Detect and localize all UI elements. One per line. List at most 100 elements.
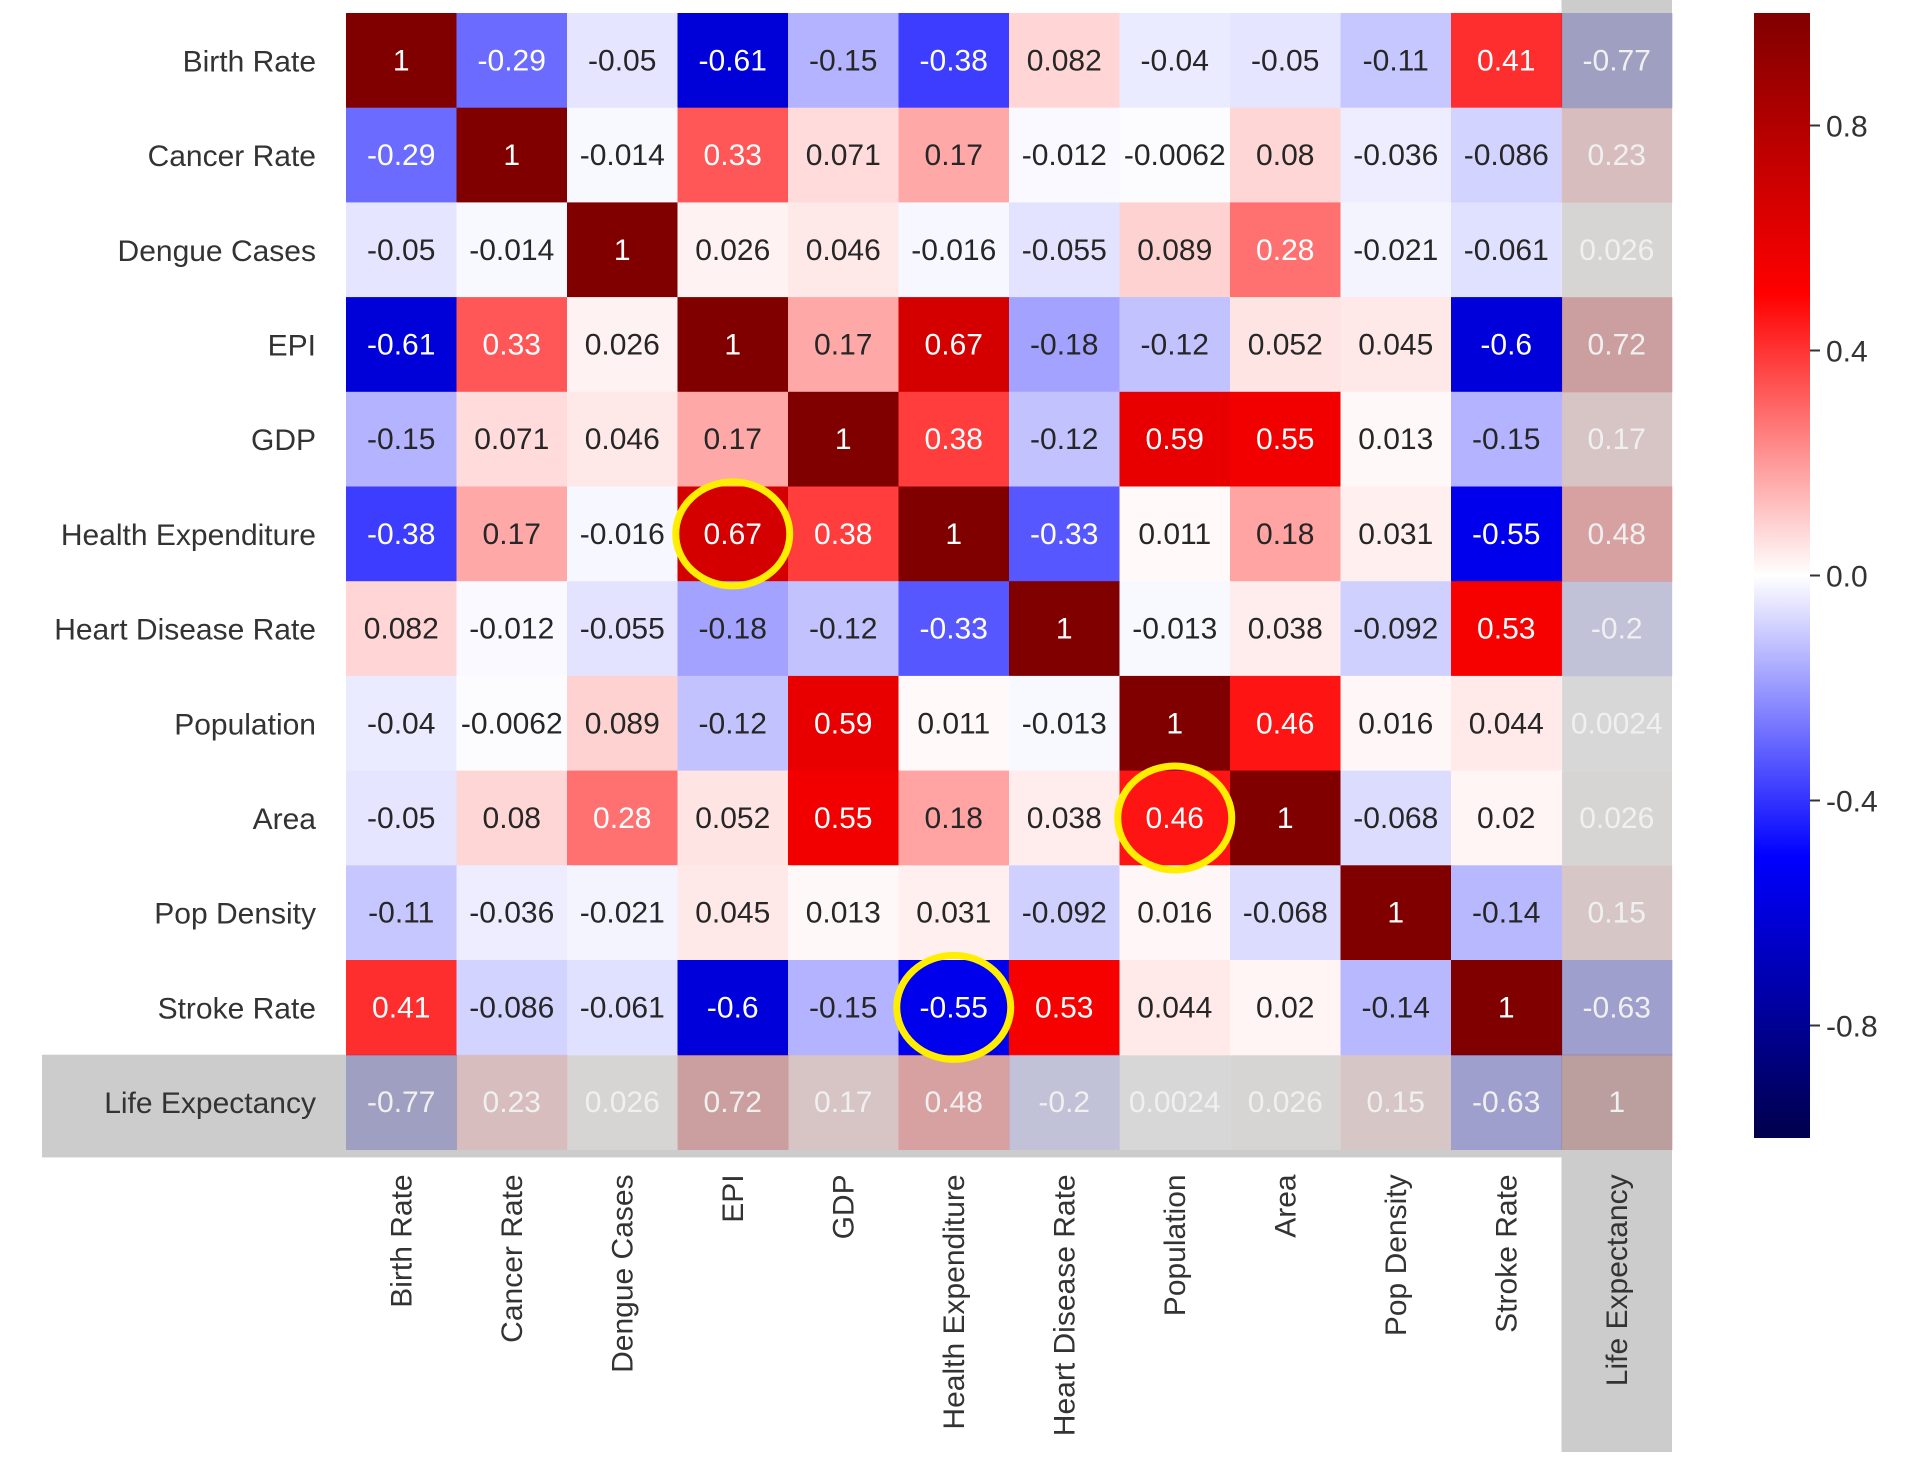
cell-value-label: 0.071	[806, 139, 881, 172]
heatmap-cell	[788, 581, 900, 677]
heatmap-cell	[1009, 865, 1121, 961]
heatmap-cell	[346, 1054, 458, 1150]
heatmap-cell	[1119, 1054, 1231, 1150]
heatmap-cell	[677, 960, 789, 1056]
cell-value-label: 0.011	[917, 707, 990, 740]
row-label-pop-density: Pop Density	[154, 898, 316, 931]
heatmap-cell	[456, 202, 568, 298]
column-label-birth-rate: Birth Rate	[385, 1174, 418, 1307]
heatmap-cell	[788, 865, 900, 961]
cell-value-label: -0.036	[1353, 139, 1438, 172]
heatmap-cell	[567, 13, 679, 109]
cell-value-label: 0.031	[1358, 518, 1433, 551]
heatmap-cell	[1009, 1054, 1121, 1150]
cell-value-label: 1	[1608, 1086, 1625, 1119]
heatmap-cell	[1561, 770, 1673, 866]
cell-value-label: 0.72	[704, 1086, 762, 1119]
heatmap-cell	[567, 675, 679, 772]
cell-value-label: 0.026	[1579, 234, 1654, 267]
highlight-circle	[672, 478, 794, 590]
heatmap-cell	[456, 960, 568, 1056]
heatmap-cell	[1119, 13, 1231, 109]
heatmap-cell	[1561, 675, 1673, 772]
cell-value-label: -0.061	[1464, 234, 1549, 267]
cell-value-label: 0.052	[695, 802, 770, 835]
heatmap-cell	[567, 581, 679, 677]
heatmap-cell	[1230, 107, 1342, 203]
cell-value-label: 0.026	[585, 1086, 660, 1119]
heatmap-cell	[1009, 486, 1121, 582]
cell-value-label: -0.18	[1030, 328, 1098, 361]
colorbar: 0.8 0.4 0.0 -0.4 -0.8	[1754, 13, 1878, 1138]
heatmap-cell	[567, 1054, 679, 1150]
heatmap-cell	[1119, 486, 1231, 582]
heatmap-cell	[677, 391, 789, 488]
cell-value-label: -0.38	[367, 518, 435, 551]
heatmap-cell	[677, 1054, 789, 1150]
cell-value-label: 0.038	[1027, 802, 1102, 835]
column-label-dengue-cases: Dengue Cases	[606, 1174, 639, 1372]
heatmap-cell	[1119, 865, 1231, 961]
cell-value-label: 1	[614, 234, 631, 267]
heatmap-cell	[1561, 107, 1673, 203]
cell-value-label: -0.086	[1464, 139, 1549, 172]
cell-value-label: -0.016	[580, 518, 665, 551]
cell-value-label: -0.0062	[1124, 139, 1226, 172]
heatmap-cell	[1340, 486, 1452, 582]
cell-value-label: -0.021	[1353, 234, 1438, 267]
heatmap-cell	[1561, 297, 1673, 393]
heatmap-cell	[1451, 391, 1563, 488]
cell-value-label: -0.068	[1243, 897, 1328, 930]
heatmap-cell	[456, 675, 568, 772]
cell-value-labels: 1 -0.29 -0.05 -0.61 -0.15 -0.38 0.082 -0.04 -0.0…	[364, 44, 1663, 1119]
heatmap-cell	[346, 960, 458, 1056]
heatmap-cell	[1009, 297, 1121, 393]
heatmap-cell	[898, 297, 1010, 393]
cell-value-label: -0.055	[580, 613, 665, 646]
heatmap-cell	[898, 391, 1010, 488]
cell-value-label: 1	[503, 139, 520, 172]
cell-value-label: -0.12	[1141, 328, 1209, 361]
heatmap-cell	[1230, 960, 1342, 1056]
cell-value-label: 0.17	[925, 139, 983, 172]
cell-value-label: -0.05	[367, 234, 435, 267]
heatmap-cell	[1119, 202, 1231, 298]
heatmap-cell	[1451, 581, 1563, 677]
heatmap-cell	[567, 391, 679, 488]
heatmap-cell	[1230, 202, 1342, 298]
cell-value-label: 0.48	[925, 1086, 983, 1119]
cell-value-label: -0.33	[1030, 518, 1098, 551]
cell-value-label: 0.044	[1469, 707, 1544, 740]
row-labels: Birth Rate Cancer Rate Dengue Cases EPI GDP H…	[54, 45, 316, 1120]
cell-value-label: 0.08	[1256, 139, 1314, 172]
cell-value-label: -0.014	[469, 234, 554, 267]
cell-value-label: 0.15	[1367, 1086, 1425, 1119]
heatmap-cell	[788, 13, 900, 109]
faded-row-panel	[42, 1054, 1672, 1158]
heatmap-cell	[1119, 960, 1231, 1056]
heatmap-cell	[788, 960, 900, 1056]
heatmap-cell	[898, 960, 1010, 1056]
row-label-gdp: GDP	[251, 424, 316, 457]
cell-value-label: 1	[1056, 613, 1073, 646]
column-label-epi: EPI	[717, 1174, 750, 1222]
heatmap-cell	[788, 391, 900, 488]
row-label-stroke-rate: Stroke Rate	[158, 992, 316, 1025]
heatmap-cell	[677, 202, 789, 298]
heatmap-cell	[1340, 107, 1452, 203]
cell-value-label: 0.052	[1248, 328, 1323, 361]
cell-value-label: -0.061	[580, 991, 665, 1024]
cell-value-label: 0.28	[1256, 234, 1314, 267]
cell-value-label: 0.016	[1137, 897, 1212, 930]
column-label-stroke-rate: Stroke Rate	[1490, 1174, 1523, 1332]
heatmap-cell	[1119, 581, 1231, 677]
heatmap-cell	[456, 770, 568, 866]
heatmap-cell	[1340, 960, 1452, 1056]
heatmap-cell	[1561, 13, 1673, 109]
colorbar-tick-label: -0.4	[1826, 786, 1878, 819]
colorbar-tick-label: 0.4	[1826, 336, 1868, 369]
heatmap-cell	[1451, 675, 1563, 772]
heatmap-cell	[1340, 1054, 1452, 1150]
cell-value-label: 0.18	[925, 802, 983, 835]
cell-value-label: 0.013	[806, 897, 881, 930]
